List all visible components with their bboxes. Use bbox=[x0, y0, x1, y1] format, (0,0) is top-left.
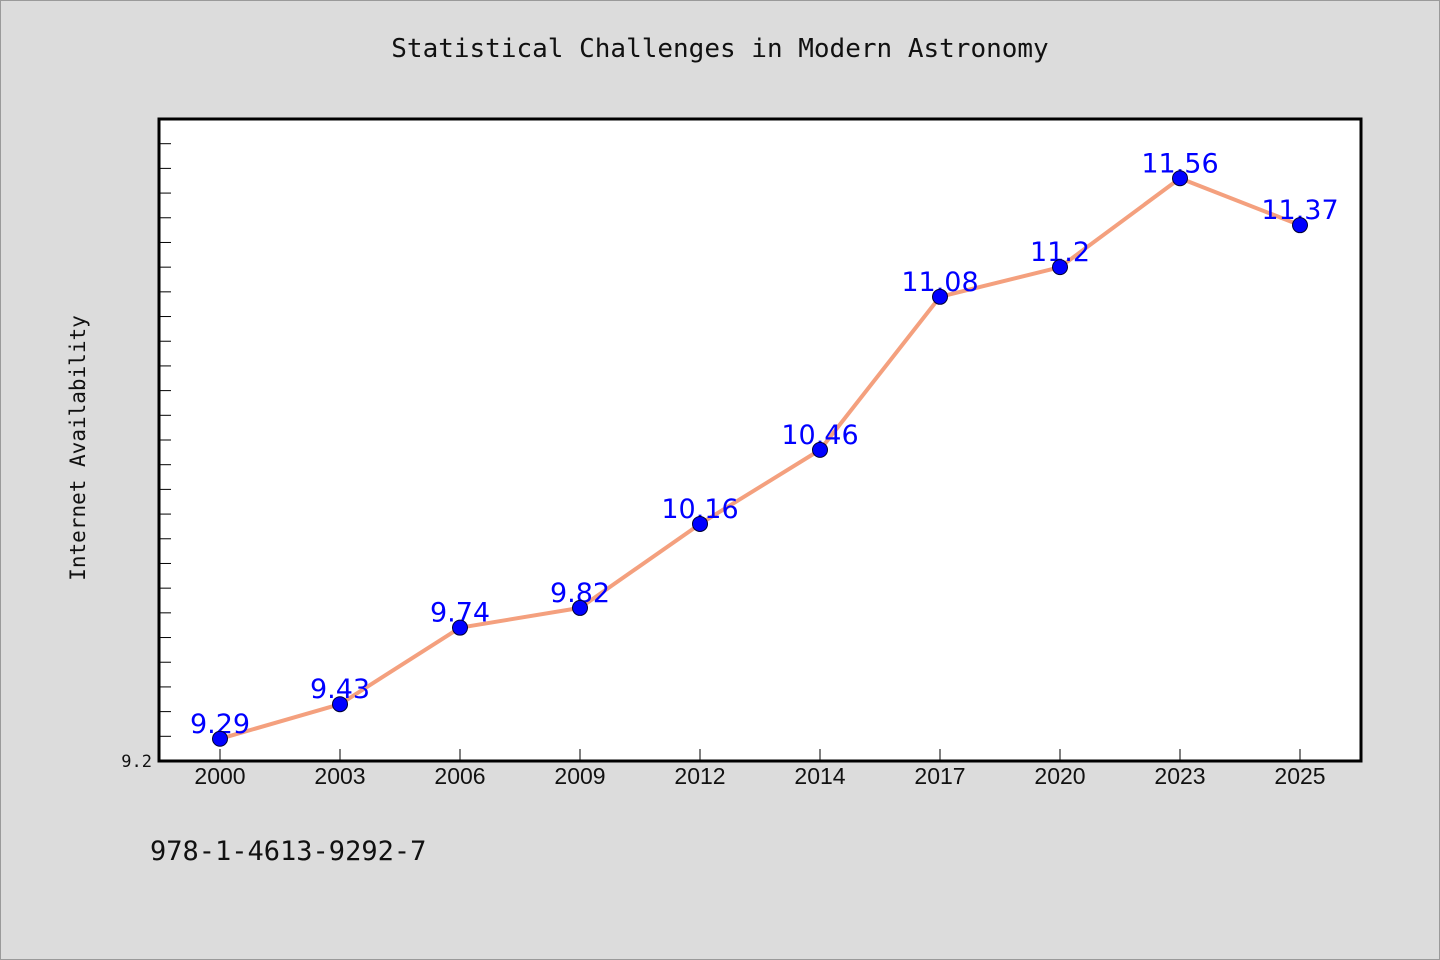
data-point bbox=[1052, 259, 1068, 276]
data-point bbox=[1172, 170, 1188, 187]
x-tick-label: 2017 bbox=[914, 763, 965, 789]
series-line-path bbox=[218, 176, 1302, 741]
data-point bbox=[212, 730, 228, 747]
x-ticks: 2000 2003 2006 2009 2012 2014 2017 2020 2023 2025 bbox=[194, 749, 1326, 789]
x-tick-label: 2012 bbox=[674, 763, 725, 789]
x-tick-label: 2006 bbox=[434, 763, 485, 789]
plot-area bbox=[157, 117, 1363, 763]
data-point bbox=[332, 696, 348, 713]
data-point bbox=[572, 599, 588, 616]
series-line bbox=[218, 176, 1302, 741]
chart-title: Statistical Challenges in Modern Astrono… bbox=[391, 34, 1049, 64]
x-tick-label: 2000 bbox=[194, 763, 245, 789]
x-tick-label: 2014 bbox=[794, 763, 845, 789]
y-ticks: 9.2 bbox=[121, 143, 171, 772]
y-tick-label: 9.2 bbox=[121, 752, 152, 772]
x-tick-label: 2020 bbox=[1034, 763, 1085, 789]
isbn-text: 978-1-4613-9292-7 bbox=[150, 836, 427, 867]
x-tick-label: 2003 bbox=[314, 763, 365, 789]
data-point bbox=[1292, 217, 1308, 234]
x-tick-label: 2025 bbox=[1274, 763, 1325, 789]
series-markers bbox=[212, 170, 1308, 747]
data-point bbox=[452, 619, 468, 636]
data-point bbox=[932, 288, 948, 305]
data-point bbox=[812, 441, 828, 458]
x-tick-label: 2009 bbox=[554, 763, 605, 789]
data-point bbox=[692, 515, 708, 532]
x-tick-label: 2023 bbox=[1154, 763, 1205, 789]
